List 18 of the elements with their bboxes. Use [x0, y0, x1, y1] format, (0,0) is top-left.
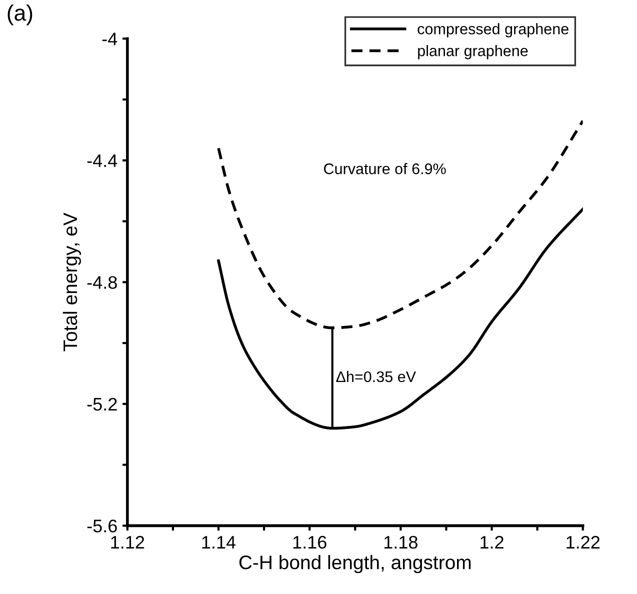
y-tick-label: -5.2 — [87, 398, 117, 411]
y-tick-label: -4 — [102, 32, 118, 46]
y-tick-label: -5.6 — [87, 520, 117, 532]
y-axis-title: Total energy, eV — [62, 212, 82, 352]
x-tick-label: 1.16 — [293, 536, 326, 549]
legend-label: compressed graphene — [418, 23, 568, 38]
x-tick-label: 1.18 — [384, 536, 418, 549]
x-tick-label: 1.22 — [566, 536, 600, 548]
text: (a) — [8, 4, 32, 26]
x-tick-label: 1.2 — [480, 536, 504, 548]
legend-label: planar graphene — [418, 45, 528, 60]
y-tick-label: -4.8 — [87, 276, 117, 289]
annotation: Δh=0.35 eV — [336, 370, 416, 382]
y-tick-label: -4.4 — [87, 154, 118, 167]
annotation: Curvature of 6.9% — [324, 163, 446, 174]
x-tick-label: 1.12 — [111, 536, 144, 548]
x-tick-label: 1.14 — [202, 536, 236, 548]
x-axis-title: C-H bond length, angstrom — [239, 555, 471, 574]
